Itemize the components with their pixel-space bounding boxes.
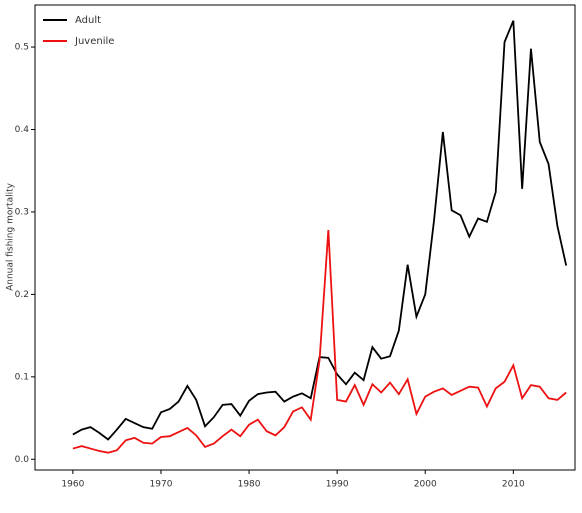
y-tick-label: 0.0 <box>15 455 30 465</box>
y-tick-label: 0.5 <box>15 43 29 53</box>
x-tick-label: 1990 <box>326 480 349 490</box>
plot-frame <box>34 4 576 471</box>
y-axis-label: Annual fishing mortality <box>6 182 16 291</box>
x-tick-label: 1970 <box>150 480 173 490</box>
x-tick-label: 1960 <box>61 480 84 490</box>
x-tick-label: 2010 <box>502 480 525 490</box>
y-tick-label: 0.3 <box>15 207 29 217</box>
legend-label: Adult <box>75 15 101 26</box>
series-line <box>72 20 568 441</box>
y-tick-label: 0.4 <box>15 125 30 135</box>
legend: Adult Juvenile <box>43 15 114 47</box>
x-tick-label: 1980 <box>238 480 261 490</box>
x-tick-label: 2000 <box>414 480 437 490</box>
series-line <box>72 230 567 454</box>
legend-label: Juvenile <box>74 36 114 47</box>
y-tick-label: 0.2 <box>15 290 29 300</box>
y-tick-label: 0.1 <box>15 372 29 382</box>
